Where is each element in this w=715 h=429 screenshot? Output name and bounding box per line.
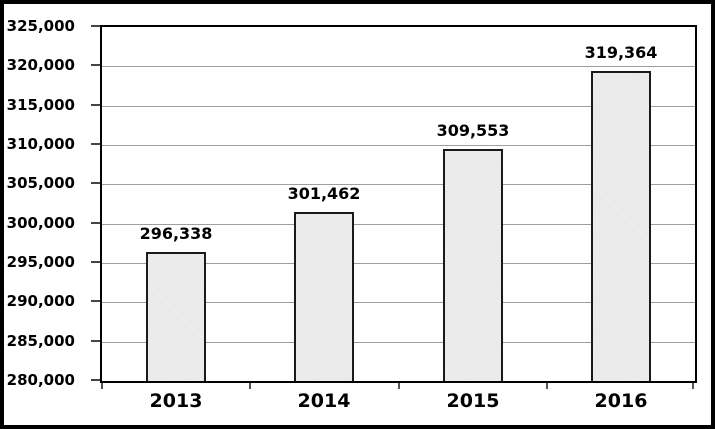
plot-area: 296,338 301,462 309,553 319,364 <box>100 25 697 383</box>
y-axis-tick <box>91 261 100 263</box>
y-axis-tick-label: 300,000 <box>6 214 75 232</box>
y-axis-tick-label: 290,000 <box>6 292 75 310</box>
gridline <box>102 66 695 67</box>
y-axis-tick-label: 280,000 <box>6 371 75 389</box>
x-axis-category-label: 2014 <box>297 390 351 412</box>
bar <box>294 212 354 381</box>
x-axis-tick <box>398 383 400 389</box>
y-axis-tick-label: 320,000 <box>6 56 75 74</box>
y-axis-tick-label: 285,000 <box>6 332 75 350</box>
y-axis-tick <box>91 379 100 381</box>
bar <box>591 71 651 381</box>
y-axis-tick-label: 295,000 <box>6 253 75 271</box>
y-axis-tick <box>91 222 100 224</box>
x-axis-tick <box>692 383 694 389</box>
bar-value-label: 319,364 <box>584 43 658 62</box>
y-axis-tick <box>91 143 100 145</box>
y-axis-tick-label: 315,000 <box>6 96 75 114</box>
y-axis-tick-label: 305,000 <box>6 174 75 192</box>
bar-value-label: 309,553 <box>436 121 510 140</box>
gridline <box>102 184 695 185</box>
gridline <box>102 342 695 343</box>
bar <box>146 252 206 381</box>
bar-value-label: 301,462 <box>287 184 361 203</box>
x-axis-category-label: 2016 <box>594 390 648 412</box>
x-axis-tick <box>101 383 103 389</box>
x-axis-category-label: 2013 <box>149 390 203 412</box>
gridline <box>102 106 695 107</box>
gridline <box>102 263 695 264</box>
y-axis-tick-label: 310,000 <box>6 135 75 153</box>
y-axis-tick-label: 325,000 <box>6 17 75 35</box>
y-axis-tick <box>91 340 100 342</box>
x-axis-tick <box>546 383 548 389</box>
y-axis-tick <box>91 182 100 184</box>
bar <box>443 149 503 381</box>
x-axis-tick <box>249 383 251 389</box>
y-axis-tick <box>91 104 100 106</box>
x-axis-category-label: 2015 <box>446 390 500 412</box>
gridline <box>102 302 695 303</box>
gridline <box>102 224 695 225</box>
gridline <box>102 145 695 146</box>
y-axis-tick <box>91 25 100 27</box>
bar-value-label: 296,338 <box>139 224 213 243</box>
y-axis-tick <box>91 300 100 302</box>
y-axis-tick <box>91 64 100 66</box>
